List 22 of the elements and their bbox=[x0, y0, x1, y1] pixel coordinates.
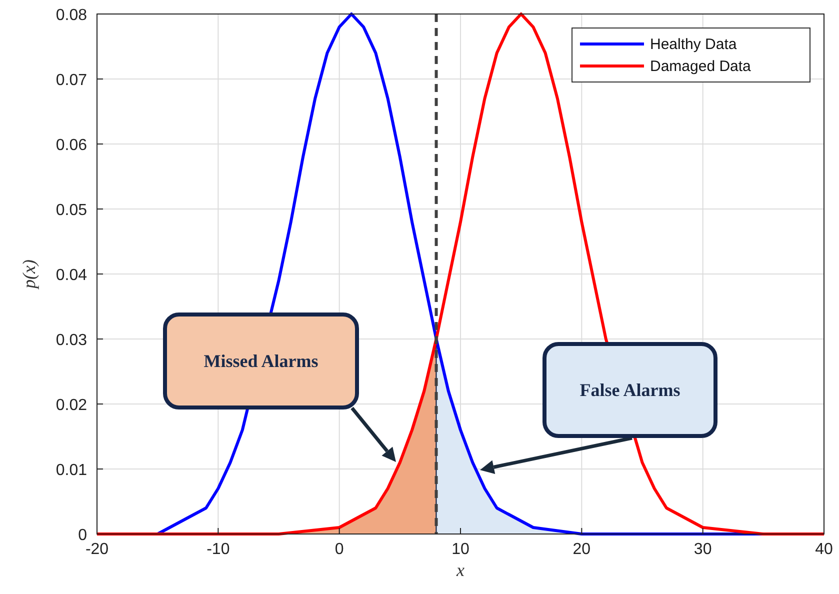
y-axis-title: p(x) bbox=[19, 260, 39, 290]
x-tick-label: 0 bbox=[334, 541, 344, 558]
x-tick-label: 20 bbox=[572, 541, 591, 558]
x-axis-title: x bbox=[456, 560, 464, 580]
x-tick-label: -10 bbox=[206, 541, 230, 558]
y-tick-label: 0.03 bbox=[56, 332, 88, 349]
annotation: Missed Alarms bbox=[204, 351, 318, 371]
x-tick-label: 40 bbox=[815, 541, 833, 558]
x-tick-label: 30 bbox=[694, 541, 712, 558]
y-tick-label: 0.06 bbox=[56, 137, 88, 154]
x-tick-label: 10 bbox=[452, 541, 470, 558]
legend-label: Damaged Data bbox=[650, 58, 752, 75]
annotation: False Alarms bbox=[580, 380, 680, 400]
y-tick-label: 0 bbox=[78, 527, 88, 544]
y-tick-label: 0.07 bbox=[56, 72, 88, 89]
legend-label: Healthy Data bbox=[650, 36, 738, 53]
y-tick-label: 0.05 bbox=[56, 202, 88, 219]
y-tick-label: 0.01 bbox=[56, 462, 88, 479]
y-tick-label: 0.08 bbox=[56, 7, 88, 24]
y-tick-label: 0.04 bbox=[56, 267, 88, 284]
y-tick-label: 0.02 bbox=[56, 397, 88, 414]
x-tick-label: -20 bbox=[85, 541, 109, 558]
